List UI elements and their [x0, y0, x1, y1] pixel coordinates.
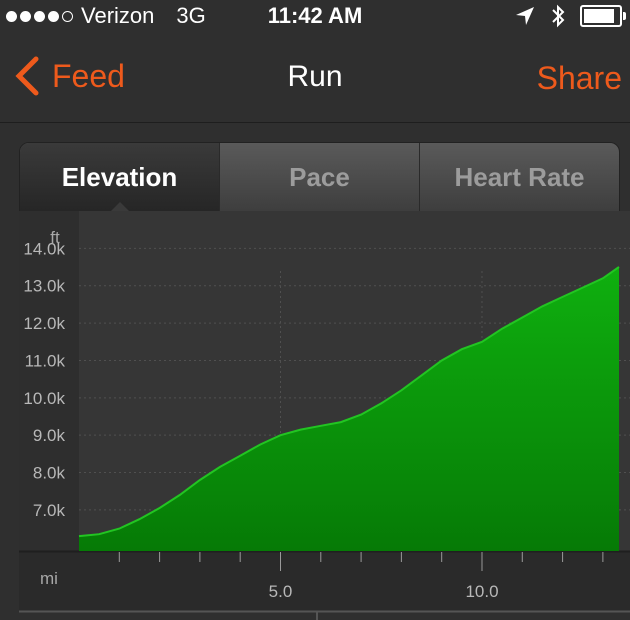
carrier-info: Verizon 3G [6, 3, 206, 29]
y-axis-band [19, 211, 79, 551]
back-button[interactable]: Feed [14, 56, 125, 96]
carrier-name: Verizon [81, 3, 155, 28]
elevation-chart-svg: 7.0k 8.0k 9.0k 10.0k 11.0k 12.0k 13.0k 14.0k 5.… [19, 211, 630, 620]
segmented-control: Elevation Pace Heart Rate [19, 142, 620, 212]
back-button-label: Feed [52, 57, 125, 94]
page-title: Run [287, 60, 343, 93]
y-tick-label: 10.0k [23, 389, 65, 408]
elevation-area [79, 267, 619, 551]
status-bar: Verizon 3G 11:42 AM [0, 0, 630, 34]
battery-icon [580, 5, 626, 27]
status-time: 11:42 AM [267, 3, 363, 28]
bluetooth-icon [552, 4, 565, 28]
x-axis-label: mi [40, 569, 58, 588]
x-tick-label: 10.0 [465, 582, 498, 601]
y-tick-label: 13.0k [23, 277, 65, 296]
network-type: 3G [176, 3, 206, 28]
y-tick-label: 11.0k [25, 351, 66, 370]
tab-heart-rate[interactable]: Heart Rate [419, 143, 619, 211]
y-tick-label: 14.0k [23, 239, 65, 258]
chevron-left-icon [15, 56, 39, 96]
tab-pace[interactable]: Pace [219, 143, 419, 211]
x-tick-label: 5.0 [269, 582, 293, 601]
y-axis-label: ft [50, 228, 60, 247]
tab-elevation[interactable]: Elevation [20, 143, 219, 211]
y-tick-label: 12.0k [23, 314, 65, 333]
x-axis-band [19, 551, 630, 611]
y-tick-label: 7.0k [33, 501, 66, 520]
y-tick-label: 8.0k [33, 464, 66, 483]
elevation-line [78, 266, 620, 538]
signal-strength-icon [6, 10, 73, 22]
y-tick-label: 9.0k [33, 426, 66, 445]
elevation-chart: 7.0k 8.0k 9.0k 10.0k 11.0k 12.0k 13.0k 14.0k 5.… [19, 211, 630, 620]
location-arrow-icon [516, 7, 534, 25]
share-button[interactable]: Share [536, 60, 622, 96]
navigation-bar: Feed Run Share [0, 34, 630, 123]
